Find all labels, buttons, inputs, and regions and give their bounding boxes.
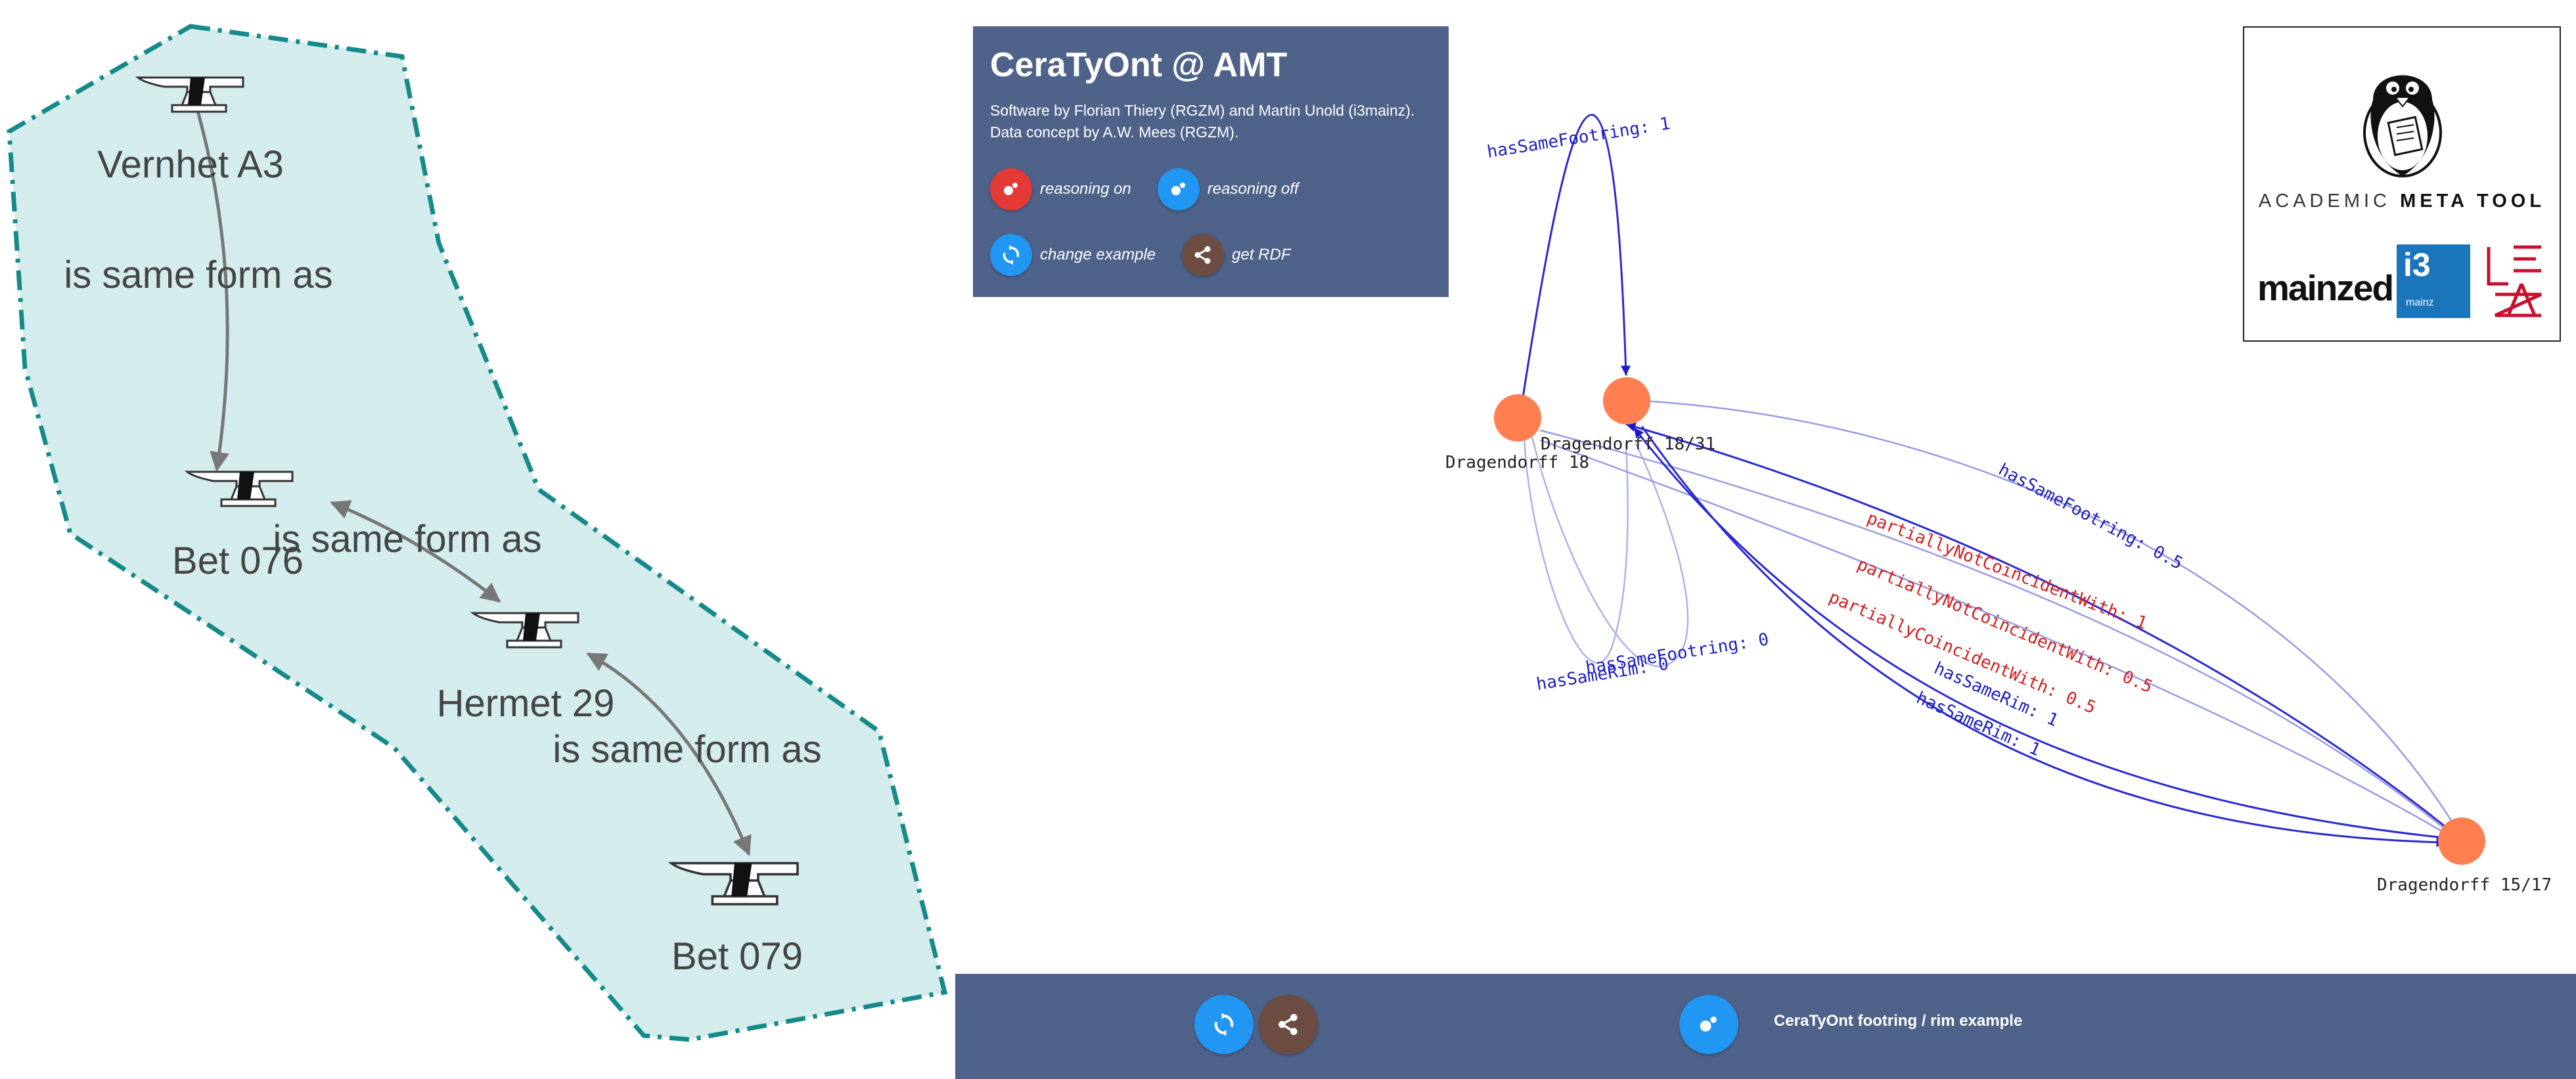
edge-label: hasSameFootring: 1 [1485, 114, 1671, 162]
edge-label: is same form as [273, 518, 541, 561]
amt-logo-text: ACADEMIC META TOOL [2258, 191, 2546, 212]
get-rdf-label: get RDF [1232, 246, 1291, 264]
edge-hermet-bet079 [586, 652, 752, 856]
node-label: Dragendorff 15/17 [2377, 875, 2552, 895]
node-label: Vernhet A3 [97, 143, 284, 186]
sync-icon [1003, 245, 1020, 265]
footer-get-rdf-button[interactable] [1259, 995, 1318, 1054]
edge-hasSameFootring-1[interactable] [1522, 114, 1631, 399]
graph-node[interactable] [1494, 394, 1541, 442]
mainzed-logo: mainzed [2257, 267, 2394, 308]
edge-label: is same form as [64, 254, 332, 296]
reasoning-icon [1004, 183, 1018, 195]
credits-text: Data concept by A.W. Mees (RGZM). [990, 124, 1239, 141]
edge-partiallyCoincidentWith-05[interactable] [1539, 439, 2447, 835]
logo-box: ACADEMIC META TOOL mainzed i3 mainz [2243, 26, 2561, 342]
graph-node[interactable] [1603, 377, 1650, 425]
change-example-label: change example [1040, 246, 1156, 264]
edge-hasSameRim-1a[interactable] [1633, 427, 2447, 839]
edge-label: is same form as [553, 728, 821, 771]
i3mainz-logo: i3 mainz [2397, 244, 2470, 318]
leiza-logo-icon [2487, 245, 2542, 317]
change-example-button[interactable] [990, 234, 1032, 276]
get-rdf-button[interactable] [1182, 234, 1225, 276]
same-form-diagram: Vernhet A3 Bet 076 Hermet 29 Bet 079 is … [7, 24, 948, 1042]
edge-hasSameRim-0[interactable] [1523, 436, 1629, 664]
example-title: CeraTyOnt footring / rim example [1774, 1012, 2023, 1030]
edge-label: hasSameFootring: 0.5 [1995, 460, 2186, 574]
sync-icon [1214, 1013, 1234, 1036]
reasoning-icon [1700, 1017, 1717, 1032]
edge-bet076-hermet [330, 500, 501, 603]
reasoning-off-button[interactable] [1157, 168, 1200, 210]
edge-vernhet-bet076 [192, 97, 229, 472]
node-label: Hermet 29 [437, 682, 615, 725]
edge-partiallyNotCoincidentWith-1[interactable] [1625, 422, 2447, 828]
reasoning-on-label: reasoning on [1040, 180, 1131, 198]
reasoning-on-button[interactable] [990, 168, 1032, 210]
reasoning-off-label: reasoning off [1207, 180, 1299, 198]
edge-hasSameFootring-0[interactable] [1531, 436, 1689, 668]
footer-reasoning-button[interactable] [1679, 995, 1738, 1054]
node-label: Bet 079 [671, 935, 803, 978]
reasoning-icon [1171, 183, 1185, 195]
edge-hasSameRim-1b[interactable] [1641, 426, 2447, 848]
node-label: Dragendorff 18 [1445, 453, 1589, 472]
share-icon [1278, 1013, 1298, 1036]
penguin-logo-icon [2363, 75, 2442, 177]
node-label: Dragendorff 18/31 [1541, 434, 1715, 454]
footer-change-example-button[interactable] [1194, 995, 1254, 1054]
share-icon [1194, 246, 1211, 264]
edge-hasSameFootring-05[interactable] [1641, 400, 2455, 826]
credits-text: Software by Florian Thiery (RGZM) and Ma… [990, 102, 1415, 119]
info-card: CeraTyOnt @ AMT Software by Florian Thie… [973, 26, 1449, 297]
edge-partiallyNotCoincidentWith-05[interactable] [1539, 429, 2447, 831]
page-title: CeraTyOnt @ AMT [990, 46, 1288, 84]
ontology-graph[interactable]: Dragendorff 18 Dragendorff 18/31 Dragend… [959, 0, 2576, 973]
graph-node[interactable] [2438, 817, 2485, 865]
node-label: Bet 076 [172, 540, 304, 582]
